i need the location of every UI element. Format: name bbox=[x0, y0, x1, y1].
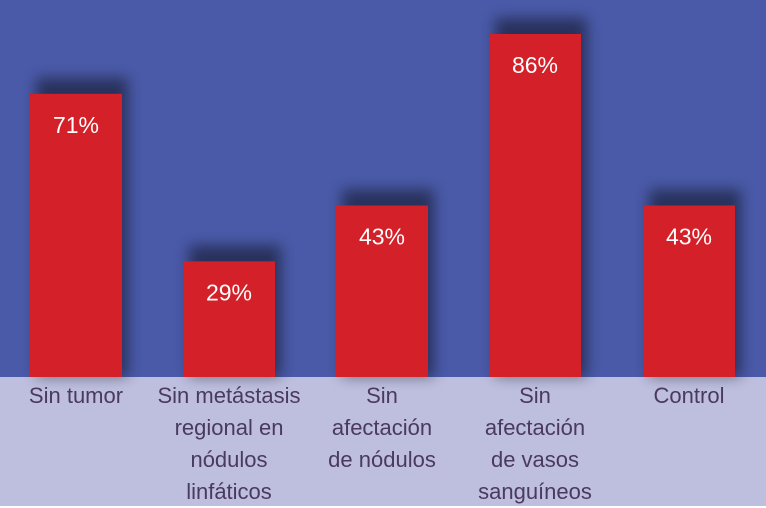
data-label-5: 43% bbox=[666, 224, 712, 250]
bar-4 bbox=[489, 34, 581, 377]
data-labels: 71% 29% 43% 86% 43% bbox=[53, 52, 712, 305]
data-label-1: 71% bbox=[53, 112, 99, 138]
category-label-line: sanguíneos bbox=[478, 479, 592, 504]
category-label-4: Sin afectación de vasos sanguíneos bbox=[455, 380, 615, 508]
bar-2 bbox=[183, 261, 275, 377]
category-label-line: nódulos bbox=[190, 447, 268, 472]
category-label-2: Sin metástasis regional en nódulos linfátic… bbox=[149, 380, 309, 508]
category-label-3: Sin afectación de nódulos bbox=[302, 380, 462, 476]
bar-3 bbox=[336, 205, 428, 377]
category-label-5: Control bbox=[609, 380, 766, 412]
category-label-line: de vasos bbox=[490, 447, 580, 472]
category-label-band bbox=[0, 377, 766, 506]
data-label-2: 29% bbox=[206, 279, 252, 305]
category-label-line: Sin tumor bbox=[28, 383, 124, 408]
data-label-3: 43% bbox=[359, 224, 405, 250]
category-label-line: Sin bbox=[519, 383, 551, 408]
bar-5 bbox=[643, 205, 735, 377]
bar-1 bbox=[30, 93, 122, 377]
category-label-1: Sin tumor bbox=[0, 380, 156, 412]
category-label-line: Control bbox=[653, 383, 725, 408]
category-label-line: de nódulos bbox=[328, 447, 436, 472]
category-label-line: Sin metástasis bbox=[157, 383, 301, 408]
category-label-line: Sin bbox=[366, 383, 398, 408]
data-label-4: 86% bbox=[512, 52, 558, 78]
category-label-line: regional en bbox=[174, 415, 284, 440]
category-label-line: afectación bbox=[484, 415, 586, 440]
category-label-line: linfáticos bbox=[186, 479, 272, 504]
bars bbox=[30, 34, 735, 377]
category-label-line: afectación bbox=[331, 415, 433, 440]
